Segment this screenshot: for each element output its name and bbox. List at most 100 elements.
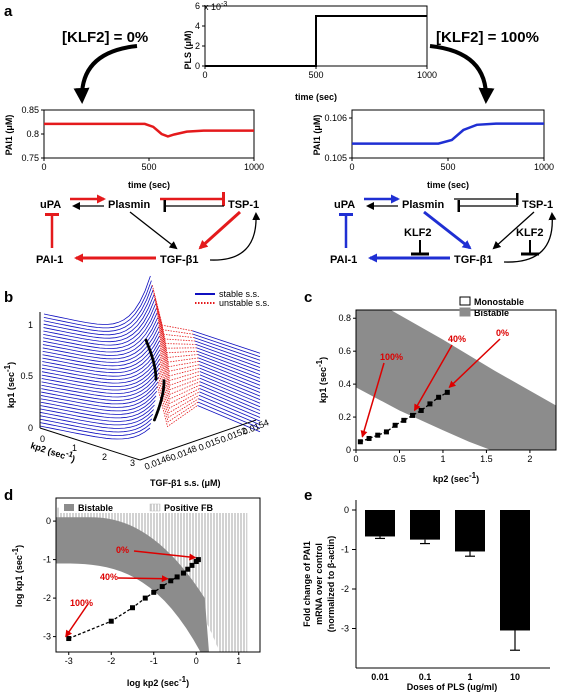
e-xtick-1: 0.1 <box>419 672 432 682</box>
stable-line <box>40 409 154 426</box>
pls-ytick-3: 6 <box>195 1 200 11</box>
unstable-line <box>159 335 200 377</box>
stable-line <box>40 395 157 415</box>
node-tsp1-left: TSP-1 <box>228 199 259 211</box>
stable-line <box>199 391 261 418</box>
b-ytick-1: 0.5 <box>20 371 33 381</box>
stable-line <box>199 364 261 390</box>
stable-line <box>198 398 261 426</box>
c-ytick-1: 0.2 <box>338 412 351 422</box>
unstable-line <box>159 349 201 391</box>
c-legend-bi: Bistable <box>474 308 509 318</box>
pls-plot: x 10-3 0 2 4 6 0 500 1000 PLS (μM) time (sec) <box>183 1 437 102</box>
b-xaxis <box>39 427 141 461</box>
d-xtick-3: 0 <box>194 656 199 666</box>
node-upa-right: uPA <box>334 199 355 211</box>
c-legend-mono: Monostable <box>474 297 524 307</box>
e-bar <box>500 510 530 631</box>
c-ytick-3: 0.6 <box>338 346 351 356</box>
pai1-left-xtick-1: 500 <box>141 162 156 172</box>
pai1-left-ytick-0: 0.75 <box>21 153 39 163</box>
unstable-line <box>156 308 197 349</box>
unstable-line <box>157 317 198 358</box>
d-point <box>181 570 186 576</box>
stable-line <box>43 289 154 336</box>
b-xlabel: kp2 (sec-1) <box>29 438 77 465</box>
d-point <box>159 584 165 590</box>
stable-line <box>199 381 261 408</box>
stable-line <box>197 401 261 429</box>
c-point <box>392 422 398 428</box>
node-tsp1-right: TSP-1 <box>522 199 553 211</box>
pls-xtick-1: 500 <box>308 70 323 80</box>
e-ytick-2: -2 <box>341 584 349 594</box>
stable-line <box>41 372 160 398</box>
panel-label-b: b <box>4 289 13 306</box>
unstable-line <box>158 326 199 368</box>
stable-line <box>196 350 261 375</box>
c-xlabel: kp2 (sec-1) <box>433 471 479 484</box>
pls-exponent: x 10-3 <box>204 1 227 12</box>
network-left: uPA Plasmin TSP-1 PAI-1 TGF-β1 <box>36 192 261 266</box>
e-xlabel: Doses of PLS (ug/ml) <box>407 682 498 692</box>
b-zaxis <box>139 419 257 461</box>
stable-line <box>199 367 261 393</box>
pls-ytick-0: 0 <box>195 61 200 71</box>
left-curved-arrow <box>73 44 138 104</box>
d-positive-fb-region <box>56 507 248 652</box>
pai1-right-ylabel: PAI1 (μM) <box>312 115 322 156</box>
e-bar <box>455 510 485 552</box>
c-legend-bi-swatch <box>459 307 471 317</box>
panel-e-bar-chart: 0 -1 -2 -3 0.01 0.1 1 10 Fold change of PAI1 m… <box>302 500 550 692</box>
panel-label-a: a <box>4 3 13 20</box>
e-xtick-0: 0.01 <box>371 672 389 682</box>
node-klf2-b: KLF2 <box>516 227 544 239</box>
d-point <box>189 562 195 568</box>
stable-line <box>41 358 161 387</box>
e-xtick-2: 1 <box>467 672 472 682</box>
panel-label-d: d <box>4 487 13 504</box>
unstable-line <box>158 331 200 372</box>
d-legend-bi: Bistable <box>78 503 113 513</box>
c-xtick-4: 2 <box>527 454 532 464</box>
pai1-right-plot: 0.105 0.106 0 500 1000 PAI1 (μM) time (sec) <box>312 109 554 190</box>
c-point <box>436 394 442 400</box>
network-right: uPA Plasmin TSP-1 PAI-1 TGF-β1 KLF2 KLF2 <box>330 193 557 266</box>
stable-line <box>194 340 261 365</box>
d-point <box>185 566 191 572</box>
stable-line <box>42 326 160 363</box>
stable-line <box>43 285 153 332</box>
surface-lines <box>39 275 261 440</box>
e-bar <box>410 510 440 540</box>
stable-line <box>42 331 160 367</box>
stable-line <box>40 413 154 429</box>
klf2-100-label: [KLF2] = 100% <box>436 29 539 46</box>
stable-line <box>43 303 157 346</box>
stable-line <box>193 333 261 358</box>
pai1-right-ytick-0: 0.105 <box>324 153 347 163</box>
d-point <box>168 578 174 584</box>
pls-ylabel: PLS (μM) <box>183 30 193 69</box>
stable-line <box>41 377 159 401</box>
unstable-line <box>151 285 193 332</box>
unstable-line <box>156 312 198 354</box>
pai1-right-xlabel: time (sec) <box>427 180 469 190</box>
d-legend-bi-swatch <box>64 504 74 511</box>
c-point <box>427 401 433 407</box>
c-point <box>375 432 381 438</box>
pai1-left-xtick-0: 0 <box>41 162 46 172</box>
pls-xtick-2: 1000 <box>417 70 437 80</box>
panel-d-plot: Bistable Positive FB -3 -2 -1 0 -3 -2 -1 0 1 100… <box>11 497 261 688</box>
b-xtick-1: 1 <box>72 443 77 453</box>
c-point <box>383 429 389 435</box>
pai1-left-ytick-1: 0.8 <box>26 129 39 139</box>
d-point <box>108 618 114 624</box>
c-annotation: 0% <box>496 328 509 338</box>
c-point <box>366 435 372 441</box>
fold-point <box>154 377 158 381</box>
stable-line <box>42 335 160 370</box>
stable-line <box>40 400 156 419</box>
d-point <box>66 636 72 642</box>
unstable-line <box>159 363 200 405</box>
